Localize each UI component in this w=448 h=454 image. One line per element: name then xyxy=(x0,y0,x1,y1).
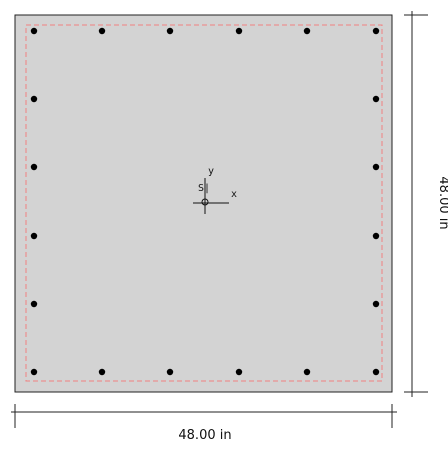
rebar-group xyxy=(30,27,380,376)
width-dimension: 48.00 in xyxy=(11,404,397,443)
rebar xyxy=(30,163,38,171)
rebar xyxy=(372,27,380,35)
rebar xyxy=(372,163,380,171)
rebar xyxy=(235,368,243,376)
rebar xyxy=(30,232,38,240)
rebar xyxy=(30,368,38,376)
rebar xyxy=(98,368,106,376)
rebar xyxy=(166,368,174,376)
rebar xyxy=(372,300,380,308)
rebar xyxy=(235,27,243,35)
width-label: 48.00 in xyxy=(178,428,231,443)
rebar xyxy=(98,27,106,35)
rebar xyxy=(30,95,38,103)
rebar xyxy=(372,232,380,240)
rebar xyxy=(30,300,38,308)
y-axis-label: y xyxy=(208,166,214,177)
rebar xyxy=(372,95,380,103)
centroid-marker xyxy=(201,198,209,206)
rebar xyxy=(30,27,38,35)
height-dimension: 48.00 in xyxy=(404,11,448,397)
rebar xyxy=(303,27,311,35)
rebar xyxy=(303,368,311,376)
x-axis-label: x xyxy=(231,189,237,200)
centroid-label: S| xyxy=(198,183,210,194)
rebar xyxy=(372,368,380,376)
cover-line xyxy=(25,24,383,382)
height-label: 48.00 in xyxy=(436,176,448,229)
centroid-axes: y x S| xyxy=(193,166,237,214)
rebar xyxy=(166,27,174,35)
